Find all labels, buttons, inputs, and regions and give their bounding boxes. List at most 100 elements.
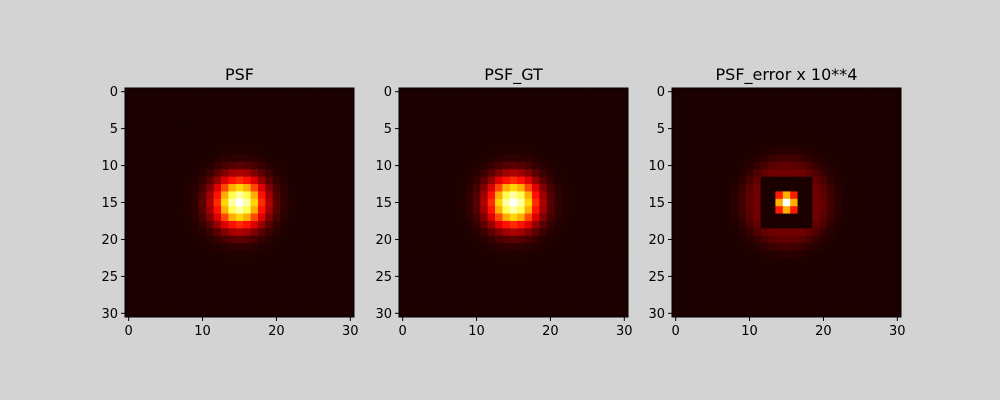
heatmap-cell (745, 124, 754, 133)
heatmap-cell (753, 220, 761, 229)
heatmap-cell (539, 124, 548, 133)
heatmap-cell (125, 228, 133, 237)
heatmap-cell (191, 272, 200, 281)
heatmap-cell (346, 102, 355, 111)
heatmap-cell (132, 272, 141, 281)
heatmap-cell (339, 250, 347, 259)
heatmap-cell (856, 184, 865, 192)
heatmap-cell (819, 235, 828, 244)
heatmap-cell (176, 272, 185, 281)
heatmap-cell (309, 176, 318, 185)
heatmap-cell (834, 294, 843, 303)
heatmap-cell (834, 154, 843, 163)
heatmap-cell (331, 191, 340, 200)
heatmap-cell (125, 176, 133, 185)
heatmap-cell (605, 147, 614, 155)
heatmap-cell (458, 176, 466, 185)
heatmap-cell (554, 265, 562, 274)
heatmap-cell (324, 287, 333, 296)
heatmap-cell (346, 228, 355, 237)
heatmap-cell (760, 139, 769, 148)
heatmap-cell (827, 257, 835, 266)
heatmap-cell (125, 184, 133, 192)
heatmap-cell (576, 117, 585, 126)
heatmap-cell (399, 147, 407, 155)
heatmap-cell (443, 309, 452, 318)
heatmap-cell (708, 198, 717, 207)
heatmap-cell (221, 294, 229, 303)
heatmap-cell (893, 161, 902, 170)
panel-title: PSF_GT (484, 65, 543, 85)
heatmap-cell (841, 265, 850, 274)
heatmap-cell (125, 198, 133, 207)
heatmap-cell (169, 124, 178, 133)
heatmap-cell (472, 147, 481, 155)
heatmap-cell (554, 110, 562, 118)
heatmap-cell (346, 302, 355, 310)
heatmap-cell (272, 280, 281, 288)
heatmap-cell (450, 102, 459, 111)
heatmap-cell (716, 95, 725, 104)
heatmap-cell (598, 88, 607, 96)
heatmap-cell (309, 243, 318, 251)
heatmap-cell (198, 243, 207, 251)
y-tick-label: 20 (375, 233, 392, 248)
heatmap-cell (812, 169, 821, 177)
heatmap-cell (458, 147, 466, 155)
heatmap-cell (701, 154, 710, 163)
heatmap-cell (531, 117, 540, 126)
heatmap-cell (620, 110, 629, 118)
heatmap-cell (339, 147, 347, 155)
heatmap-cell (605, 272, 614, 281)
heatmap-cell (760, 132, 769, 141)
heatmap-cell (878, 213, 887, 222)
heatmap-cell (191, 154, 200, 163)
heatmap-cell (561, 88, 570, 96)
heatmap-cell (257, 191, 266, 200)
heatmap-cell (206, 102, 214, 111)
heatmap-cell (331, 169, 340, 177)
heatmap-cell (198, 117, 207, 126)
heatmap-cell (346, 250, 355, 259)
heatmap-cell (775, 88, 784, 96)
heatmap-cell (428, 95, 437, 104)
heatmap-cell (406, 184, 415, 192)
heatmap-cell (812, 132, 821, 141)
heatmap-cell (554, 213, 562, 222)
heatmap-cell (458, 213, 466, 222)
heatmap-cell (213, 176, 222, 185)
heatmap-cell (213, 169, 222, 177)
heatmap-cell (753, 235, 761, 244)
heatmap-cell (443, 139, 452, 148)
heatmap-cell (228, 309, 237, 318)
heatmap-cell (184, 147, 192, 155)
heatmap-cell (694, 206, 702, 214)
heatmap-cell (708, 272, 717, 281)
heatmap-cell (324, 132, 333, 141)
heatmap-cell (184, 154, 192, 163)
heatmap-cell (716, 110, 725, 118)
heatmap-cell (686, 235, 695, 244)
heatmap-cell (465, 147, 474, 155)
heatmap-cell (472, 294, 481, 303)
heatmap-cell (309, 102, 318, 111)
heatmap-cell (154, 294, 163, 303)
heatmap-cell (139, 294, 148, 303)
heatmap-cell (613, 154, 621, 163)
heatmap-cell (753, 243, 761, 251)
heatmap-cell (206, 198, 214, 207)
heatmap-cell (265, 213, 274, 222)
heatmap-cell (539, 243, 548, 251)
heatmap-cell (428, 280, 437, 288)
heatmap-cell (206, 184, 214, 192)
heatmap-cell (878, 243, 887, 251)
heatmap-cell (443, 272, 452, 281)
heatmap-cell (287, 272, 296, 281)
heatmap-cell (583, 287, 592, 296)
heatmap-cell (250, 228, 259, 237)
heatmap-cell (191, 257, 200, 266)
heatmap-cell (723, 117, 732, 126)
heatmap-cell (672, 220, 680, 229)
heatmap-cell (598, 228, 607, 237)
heatmap-cell (139, 88, 148, 96)
